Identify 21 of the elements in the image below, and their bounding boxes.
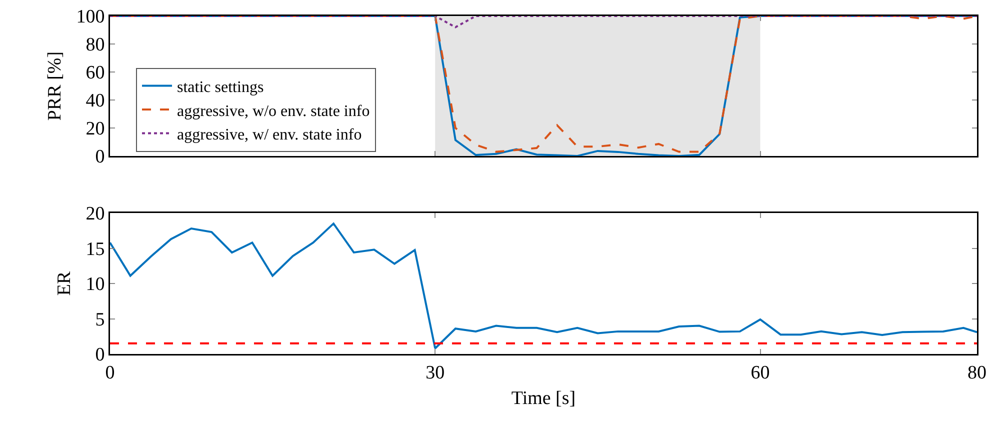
y-tick-label: 20 (86, 118, 105, 140)
x-axis-title: Time [s] (511, 388, 576, 409)
x-tick-label: 30 (426, 362, 445, 384)
y-tick-label: 40 (86, 90, 105, 112)
y-tick-label: 60 (86, 62, 105, 84)
line-series (110, 222, 977, 350)
y-axis-title: ER (54, 271, 75, 296)
legend-label: aggressive, w/o env. state info (177, 102, 370, 120)
y-tick-label: 0 (95, 146, 105, 168)
y-axis-title: PRR [%] (44, 51, 66, 121)
y-tick-label: 80 (86, 34, 105, 56)
y-tick-label: 100 (76, 6, 105, 28)
y-tick-label: 5 (95, 309, 105, 330)
y-tick-label: 0 (95, 344, 105, 366)
legend-label: aggressive, w/ env. state info (177, 126, 362, 144)
x-tick-label: 60 (750, 362, 770, 384)
x-tick-label: 80 (968, 362, 986, 384)
legend-label: static settings (177, 78, 264, 96)
y-tick-label: 10 (86, 274, 105, 296)
y-tick-label: 20 (86, 204, 105, 225)
y-tick-label: 15 (86, 238, 105, 260)
